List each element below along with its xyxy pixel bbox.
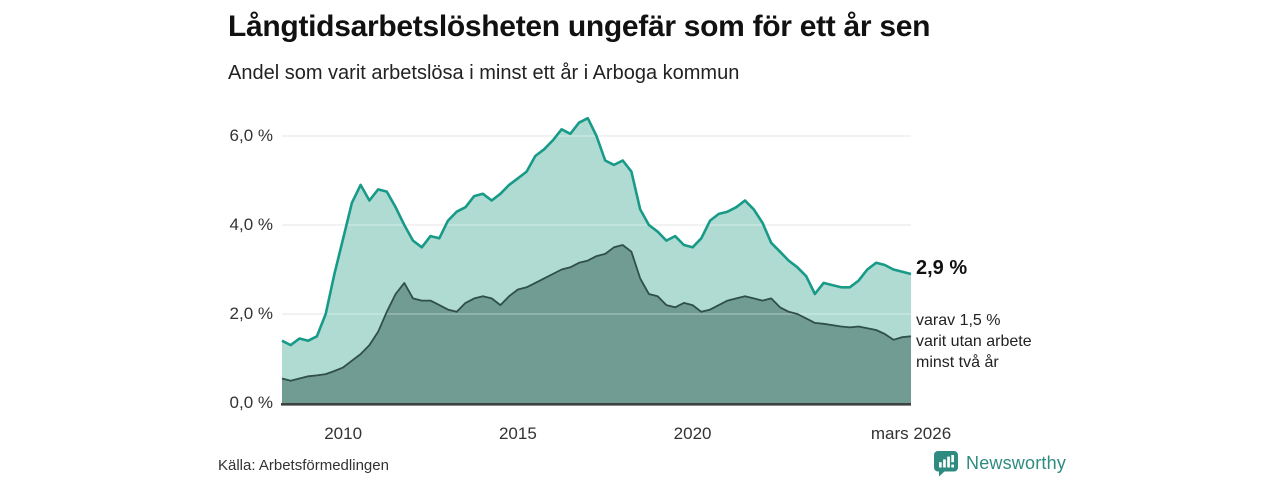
x-tick-label: mars 2026 bbox=[870, 424, 952, 443]
newsworthy-speech-bubble-icon bbox=[934, 450, 958, 476]
chart-subtitle: Andel som varit arbetslösa i minst ett å… bbox=[228, 62, 740, 84]
annotation-latest-value: 2,9 % bbox=[916, 257, 968, 279]
annotation-secondary-line: minst två år bbox=[916, 354, 999, 371]
brand-logo: Newsworthy bbox=[933, 449, 1066, 477]
series-line-0 bbox=[281, 116, 912, 347]
x-tick-label: 2010 bbox=[324, 424, 363, 443]
series-line-1 bbox=[281, 244, 912, 382]
annotation-secondary: varav 1,5 % varit utan arbete minst två … bbox=[916, 310, 1032, 373]
series-area-1 bbox=[282, 245, 911, 403]
annotation-secondary-line: varit utan arbete bbox=[916, 333, 1032, 350]
y-tick-label: 4,0 % bbox=[229, 215, 273, 234]
x-tick-label: 2020 bbox=[673, 424, 712, 443]
chart-title: Långtidsarbetslösheten ungefär som för e… bbox=[228, 10, 931, 43]
brand-name: Newsworthy bbox=[966, 452, 1067, 473]
source-note: Källa: Arbetsförmedlingen bbox=[218, 457, 389, 474]
x-tick-label: 2015 bbox=[498, 424, 537, 443]
y-tick-label: 6,0 % bbox=[229, 126, 273, 145]
y-tick-label: 2,0 % bbox=[229, 304, 273, 323]
annotation-secondary-line: varav 1,5 % bbox=[916, 312, 1001, 329]
y-tick-label: 0,0 % bbox=[229, 393, 273, 412]
